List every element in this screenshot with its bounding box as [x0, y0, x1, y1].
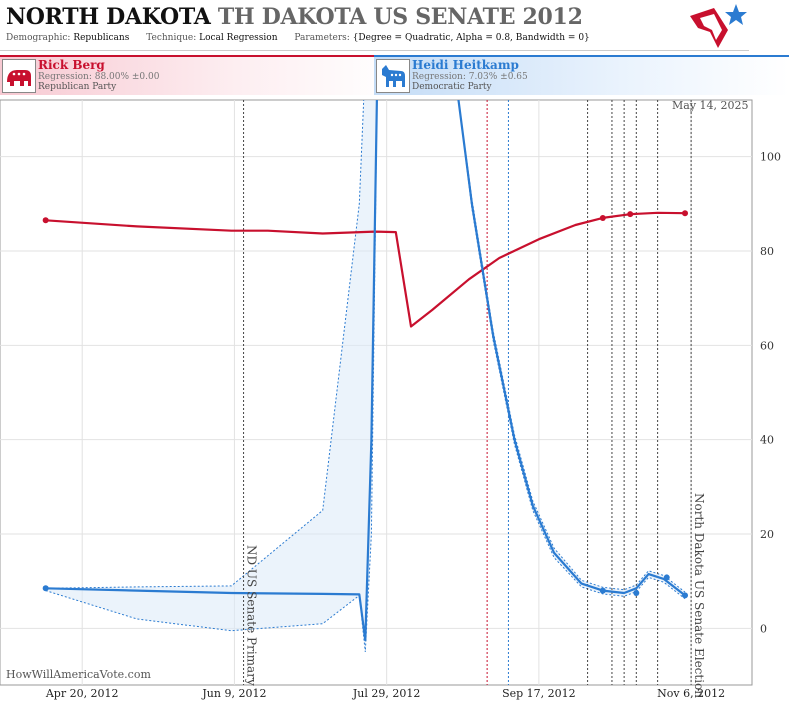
- regression-chart: 0 20 40 60 80 100 Apr 20, 2012 Jun 9, 2012 Jul …: [0, 99, 781, 700]
- x-tick-label: Sep 17, 2012: [502, 687, 576, 700]
- rick-berg-line: [45, 211, 686, 328]
- poll-point: [42, 585, 49, 592]
- x-tick-label: Apr 20, 2012: [45, 687, 119, 700]
- poll-point: [663, 574, 670, 581]
- republican-elephant-icon: [2, 59, 36, 93]
- title-race: TH DAKOTA US SENATE 2012: [217, 4, 583, 30]
- candidate-name: Rick Berg: [38, 58, 105, 72]
- date-stamp: May 14, 2025: [672, 99, 749, 112]
- title-state: NORTH DAKOTA: [6, 4, 211, 30]
- candidate-party: Democratic Party: [412, 82, 492, 92]
- parameters-line: Demographic: Republicans Technique: Loca…: [6, 33, 604, 43]
- candidate-party: Republican Party: [38, 82, 117, 92]
- event-label: North Dakota US Senate Election: [692, 493, 706, 698]
- y-tick-label: 0: [760, 622, 767, 635]
- y-tick-label: 60: [760, 339, 774, 352]
- x-tick-label: Jul 29, 2012: [352, 687, 421, 700]
- parameters-value: {Degree = Quadratic, Alpha = 0.8, Bandwi…: [352, 33, 590, 43]
- poll-point: [682, 592, 689, 599]
- y-tick-label: 40: [760, 434, 774, 447]
- poll-point: [599, 214, 606, 221]
- poll-point: [682, 210, 689, 217]
- chart-title: NORTH DAKOTA TH DAKOTA US SENATE 2012: [6, 4, 583, 30]
- candidate-name: Heidi Heitkamp: [412, 58, 519, 72]
- candidate-card-rick-berg: Rick Berg Regression: 88.00% ±0.00 Repub…: [0, 55, 394, 95]
- heidi-heitkamp-line: [45, 100, 686, 642]
- site-logo-icon: [690, 4, 747, 48]
- x-tick-label: Nov 6, 2012: [657, 687, 725, 700]
- confidence-band: [45, 100, 685, 652]
- poll-point: [627, 211, 634, 218]
- poll-point: [633, 590, 640, 597]
- candidate-regression: Regression: 88.00% ±0.00: [38, 72, 160, 82]
- democratic-donkey-icon: [376, 59, 410, 93]
- poll-point: [599, 587, 606, 594]
- demographic-value: Republicans: [73, 33, 130, 43]
- y-tick-label: 20: [760, 528, 774, 541]
- technique-value: Local Regression: [199, 33, 278, 43]
- candidate-card-heidi-heitkamp: Heidi Heitkamp Regression: 7.03% ±0.65 D…: [374, 55, 789, 95]
- chart-header: NORTH DAKOTA TH DAKOTA US SENATE 2012 De…: [0, 0, 749, 51]
- candidate-regression: Regression: 7.03% ±0.65: [412, 72, 528, 82]
- y-tick-label: 100: [760, 151, 781, 164]
- poll-point: [42, 217, 49, 224]
- demographic-label: Demographic:: [6, 33, 71, 43]
- event-label: ND US Senate Primary: [245, 545, 259, 686]
- watermark: HowWillAmericaVote.com: [6, 668, 151, 681]
- x-tick-label: Jun 9, 2012: [201, 687, 266, 700]
- parameters-label: Parameters:: [294, 33, 350, 43]
- technique-label: Technique:: [146, 33, 197, 43]
- y-tick-label: 80: [760, 245, 774, 258]
